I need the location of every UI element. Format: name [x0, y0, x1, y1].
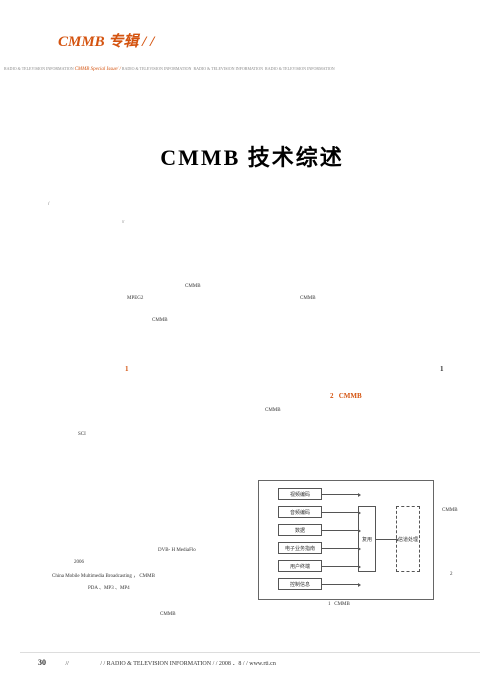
- section-1-num: 1: [125, 365, 129, 373]
- body-cmmb-2: CMMB: [300, 296, 316, 301]
- diagram-node-n5: 控制信息: [278, 578, 322, 590]
- special-issue-label: CMMB Special Issue/ /: [75, 67, 121, 72]
- section-1-heading: 1 标准: [125, 365, 129, 373]
- right-cmmb: CMMB: [442, 508, 458, 513]
- diagram-node-n3: 电子业务指南: [278, 542, 322, 554]
- body-2006: 2006: [74, 560, 84, 565]
- footer: 30 // / / RADIO & TELEVISION INFORMATION…: [38, 658, 276, 667]
- diagram-arrow-2: [322, 530, 358, 531]
- body-sci: SCI: [78, 432, 86, 437]
- diagram-arrow-4: [322, 566, 358, 567]
- system-diagram: 视频编码音频编码数据电子业务指南用户终端控制信息 复用信道处理 1 CMMB: [258, 480, 434, 610]
- diagram-node-n4: 用户终端: [278, 560, 322, 572]
- main-title: CMMB 技术综述: [0, 140, 504, 172]
- author-line: /: [48, 202, 504, 207]
- right-fig2-num: 2: [450, 572, 453, 577]
- bar-text-3: RADIO & TELEVISION INFORMATION: [193, 66, 263, 71]
- bar-text-2: RADIO & TELEVISION INFORMATION: [122, 66, 192, 71]
- body-pda: PDA 、MP3 、MP4: [88, 584, 130, 591]
- section-2-cmmb: CMMB: [339, 392, 362, 400]
- table-1-label: 1: [440, 365, 444, 373]
- body-cmmb-low: CMMB: [160, 612, 176, 617]
- abstract-line: //: [122, 219, 504, 224]
- body-cmmb-long: China Mobile Multimedia Broadcasting ， C…: [52, 572, 155, 579]
- body-cmmb-mid: CMMB: [265, 408, 281, 413]
- diagram-node-n2: 数据: [278, 524, 322, 536]
- header-title: CMMB 专辑 / /: [58, 30, 154, 51]
- page-number: 30: [38, 658, 46, 667]
- footer-text: / / RADIO & TELEVISION INFORMATION / / 2…: [100, 661, 276, 667]
- body-dvbh: DVB- H MediaFlo: [158, 548, 196, 553]
- header-bar: RADIO & TELEVISION INFORMATION CMMB Spec…: [0, 64, 504, 74]
- header: CMMB 专辑 / / RADIO & TELEVISION INFORMATI…: [0, 0, 504, 80]
- diagram-node-mux: 复用: [358, 506, 376, 572]
- diagram-caption-num: 1: [328, 602, 331, 607]
- diagram-arrow-5: [322, 584, 358, 585]
- body-mpeg2: MPEG2: [127, 296, 143, 301]
- diagram-arrow-0: [322, 494, 358, 495]
- table-1-num: 1: [440, 365, 444, 373]
- footer-divider: [20, 652, 480, 653]
- section-2-num: 2: [330, 392, 334, 400]
- diagram-node-n0: 视频编码: [278, 488, 322, 500]
- diagram-caption: 1 CMMB: [328, 602, 350, 607]
- diagram-arrow-6: [376, 539, 396, 540]
- footer-sep: //: [66, 661, 69, 667]
- diagram-arrow-3: [322, 548, 358, 549]
- diagram-arrow-1: [322, 512, 358, 513]
- bar-text-left: RADIO & TELEVISION INFORMATION: [4, 66, 74, 71]
- bar-text-4: RADIO & TELEVISION INFORMATION: [265, 66, 335, 71]
- diagram-node-ch: 信道处理: [396, 506, 420, 572]
- section-2-heading: 2 CMMB: [330, 392, 362, 400]
- diagram-caption-text: CMMB: [334, 602, 350, 607]
- diagram-node-n1: 音频编码: [278, 506, 322, 518]
- body-cmmb-1: CMMB: [185, 284, 201, 289]
- body-cmmb-3: CMMB: [152, 318, 168, 323]
